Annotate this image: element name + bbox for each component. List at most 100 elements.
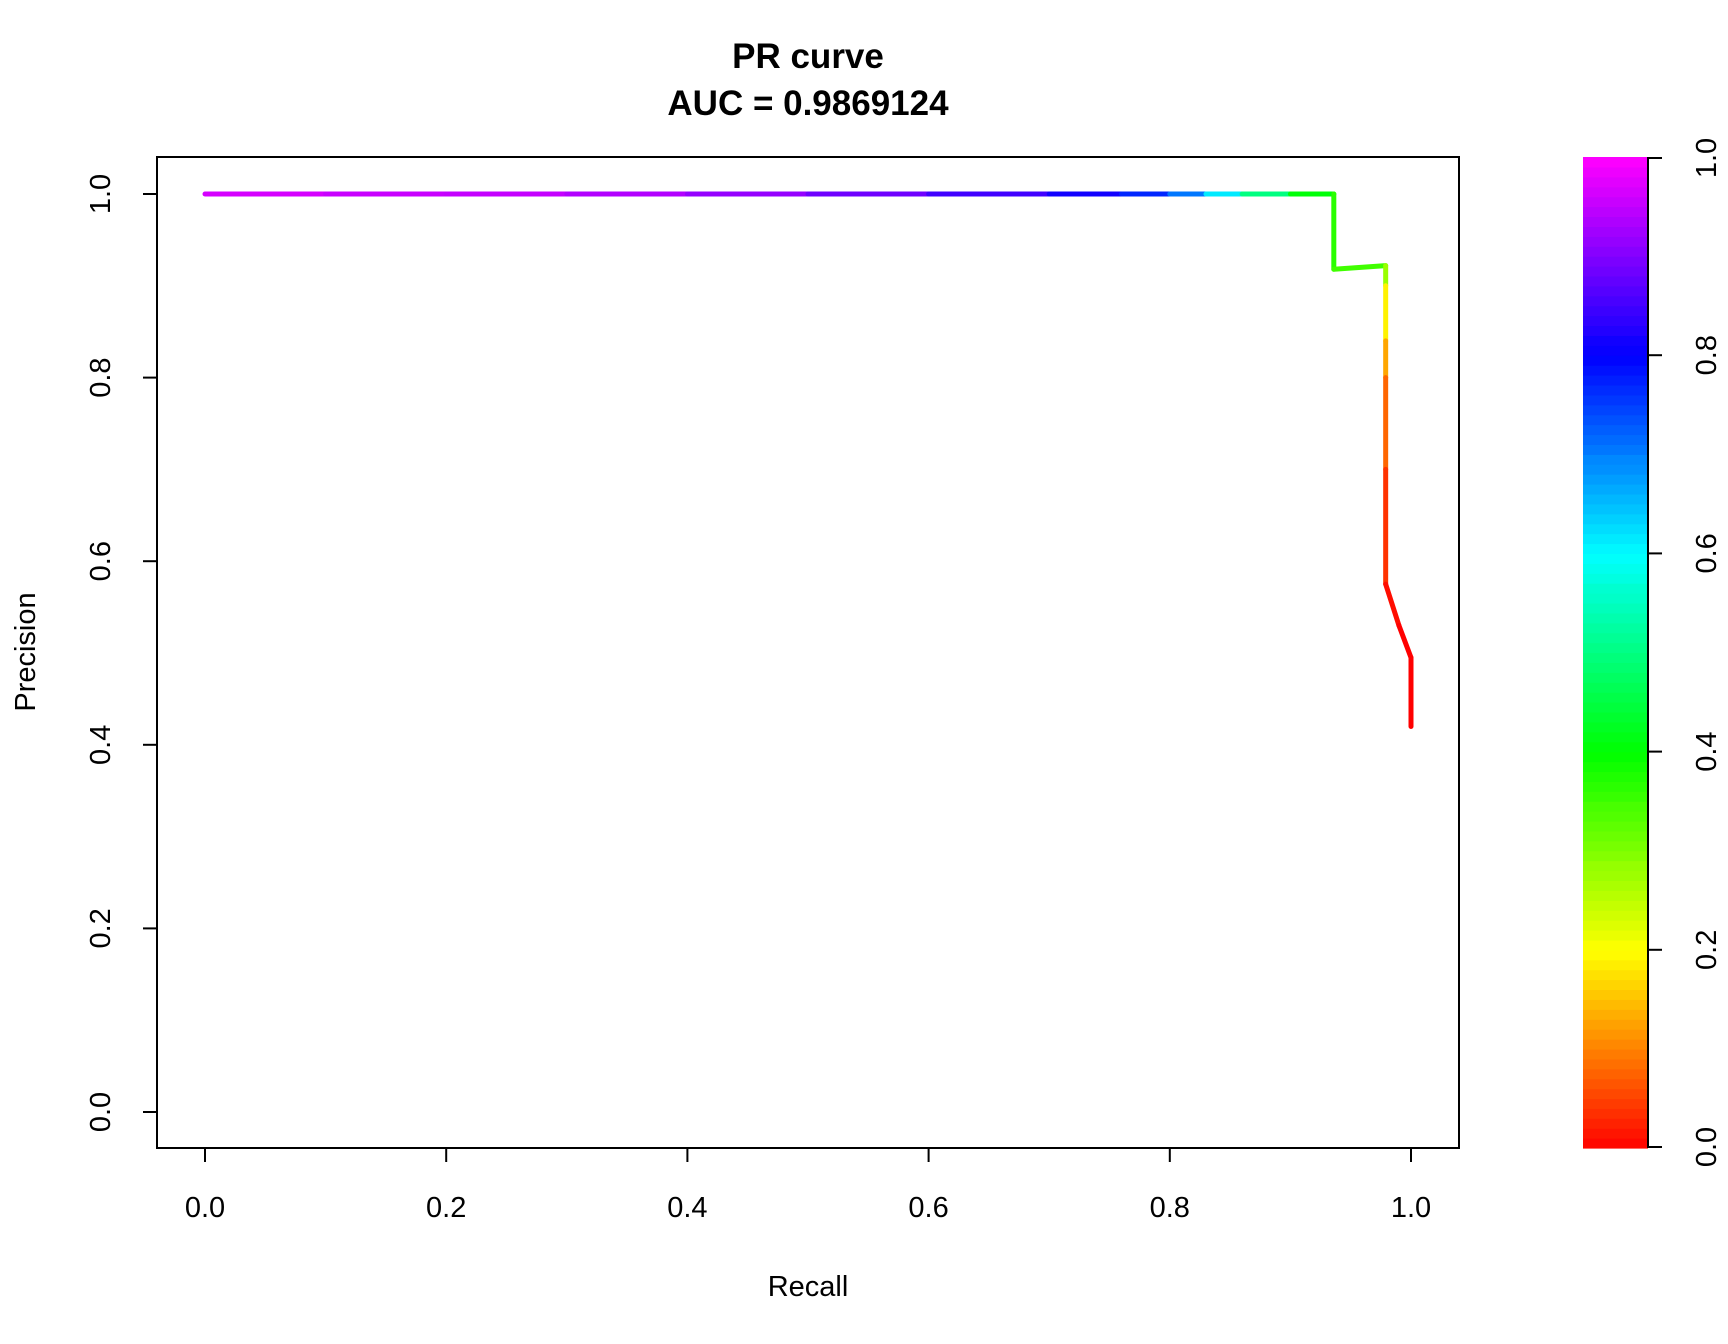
colorbar-tick-label: 0.6: [1691, 533, 1723, 573]
colorbar-swatch: [1583, 999, 1648, 1010]
colorbar-swatch: [1583, 206, 1648, 218]
x-tick-label: 0.6: [908, 1192, 948, 1224]
colorbar-tick-label: 0.2: [1691, 930, 1723, 970]
colorbar-swatch: [1583, 1009, 1648, 1020]
colorbar-swatch: [1583, 880, 1648, 891]
colorbar-swatch: [1583, 166, 1648, 178]
colorbar-swatch: [1583, 593, 1648, 604]
colorbar-swatch: [1583, 434, 1648, 445]
colorbar-swatch: [1583, 1098, 1648, 1109]
colorbar-swatch: [1583, 920, 1648, 931]
colorbar-swatch: [1583, 781, 1648, 792]
colorbar-swatch: [1583, 771, 1648, 782]
colorbar-swatch: [1583, 256, 1648, 267]
colorbar-swatch: [1583, 543, 1648, 554]
colorbar-swatch: [1583, 959, 1648, 971]
colorbar-swatch: [1583, 315, 1648, 327]
colorbar-swatch: [1583, 830, 1648, 842]
colorbar-swatch: [1583, 791, 1648, 802]
colorbar-swatch: [1583, 711, 1648, 723]
x-tick-label: 0.2: [426, 1192, 466, 1224]
colorbar-tick-label: 0.8: [1691, 335, 1723, 375]
colorbar-swatch: [1583, 216, 1648, 227]
colorbar-swatch: [1583, 820, 1648, 832]
colorbar-swatch: [1583, 424, 1648, 436]
x-tick-label: 0.4: [667, 1192, 707, 1224]
colorbar-swatch: [1583, 1078, 1648, 1090]
x-tick-label: 1.0: [1391, 1192, 1431, 1224]
colorbar-swatch: [1583, 186, 1648, 198]
colorbar-swatch: [1583, 801, 1648, 812]
colorbar-swatch: [1583, 394, 1648, 406]
pr-curve: [202, 191, 1414, 729]
colorbar-swatch: [1583, 989, 1648, 1000]
colorbar-swatch: [1583, 266, 1648, 277]
colorbar-swatch: [1583, 1048, 1648, 1060]
colorbar-swatch: [1583, 464, 1648, 475]
colorbar-swatch: [1583, 662, 1648, 673]
colorbar-swatch: [1583, 414, 1648, 426]
colorbar-swatch: [1583, 355, 1648, 366]
y-tick-label: 0.6: [85, 541, 117, 581]
colorbar-swatch: [1583, 1128, 1648, 1139]
colorbar-swatch: [1583, 553, 1648, 564]
colorbar-tick-label: 0.0: [1691, 1127, 1723, 1167]
colorbar-swatch: [1583, 602, 1648, 614]
colorbar-swatch: [1583, 285, 1648, 297]
colorbar-swatch: [1583, 910, 1648, 921]
colorbar-swatch: [1583, 632, 1648, 644]
y-tick-label: 0.4: [85, 725, 117, 765]
y-tick-label: 0.8: [85, 357, 117, 397]
colorbar-swatch: [1583, 652, 1648, 664]
colorbar-swatch: [1583, 533, 1648, 545]
colorbar: [1583, 157, 1648, 1149]
colorbar-swatch: [1583, 1038, 1648, 1050]
colorbar-swatch: [1583, 335, 1648, 346]
colorbar-swatch: [1583, 493, 1648, 505]
colorbar-swatch: [1583, 979, 1648, 991]
colorbar-axis: 0.0 0.2 0.4 0.6 0.8 1.0: [1647, 138, 1723, 1167]
colorbar-swatch: [1583, 226, 1648, 237]
colorbar-swatch: [1583, 1019, 1648, 1030]
colorbar-swatch: [1583, 741, 1648, 753]
curve-segment: [1396, 622, 1414, 661]
y-tick-label: 0.2: [85, 908, 117, 948]
colorbar-swatch: [1583, 1108, 1648, 1119]
x-tick-label: 0.8: [1150, 1192, 1190, 1224]
y-tick-label: 0.0: [85, 1092, 117, 1132]
colorbar-swatch: [1583, 1068, 1648, 1080]
colorbar-swatch: [1583, 384, 1648, 396]
colorbar-swatch: [1583, 622, 1648, 634]
colorbar-swatch: [1583, 583, 1648, 594]
curve-segment: [1331, 263, 1389, 272]
colorbar-swatch: [1583, 1088, 1648, 1100]
colorbar-swatch: [1583, 811, 1648, 822]
colorbar-swatch: [1583, 375, 1648, 386]
chart-subtitle: AUC = 0.9869124: [667, 84, 949, 123]
colorbar-swatch: [1583, 563, 1648, 574]
colorbar-swatch: [1583, 325, 1648, 336]
colorbar-swatch: [1583, 236, 1648, 247]
colorbar-swatch: [1583, 196, 1648, 208]
colorbar-swatch: [1583, 345, 1648, 356]
colorbar-tick-label: 0.4: [1691, 731, 1723, 771]
colorbar-swatch: [1583, 1029, 1648, 1040]
colorbar-swatch: [1583, 1138, 1648, 1149]
colorbar-swatch: [1583, 523, 1648, 535]
colorbar-swatch: [1583, 444, 1648, 455]
colorbar-swatch: [1583, 949, 1648, 961]
colorbar-swatch: [1583, 840, 1648, 852]
colorbar-swatch: [1583, 721, 1648, 733]
y-axis: 0.0 0.2 0.4 0.6 0.8 1.0: [85, 174, 158, 1132]
colorbar-swatch: [1583, 939, 1648, 951]
colorbar-swatch: [1583, 513, 1648, 525]
colorbar-swatch: [1583, 702, 1648, 713]
colorbar-swatch: [1583, 454, 1648, 465]
chart-title: PR curve: [732, 37, 884, 76]
colorbar-swatch: [1583, 731, 1648, 743]
colorbar-swatch: [1583, 642, 1648, 654]
colorbar-swatch: [1583, 404, 1648, 416]
x-axis-label: Recall: [768, 1271, 849, 1303]
colorbar-swatch: [1583, 176, 1648, 188]
